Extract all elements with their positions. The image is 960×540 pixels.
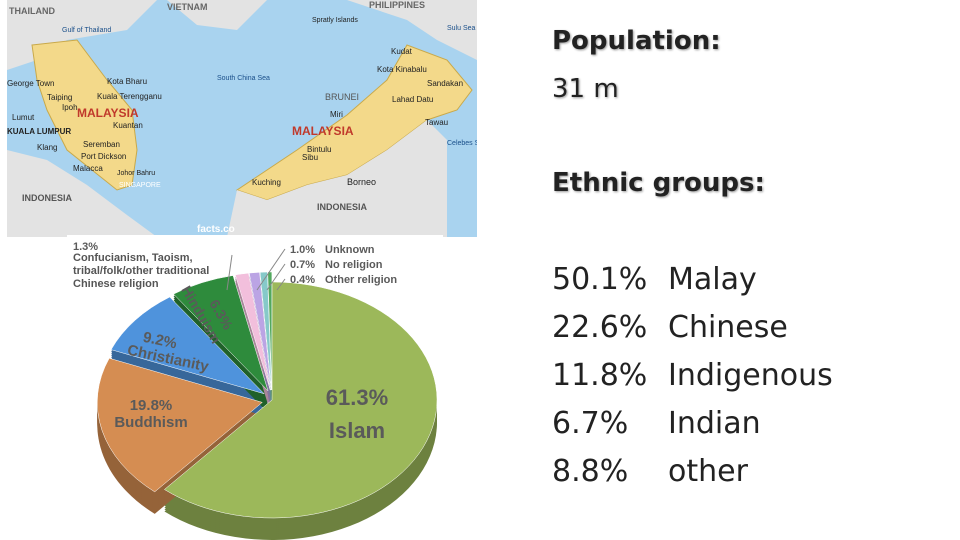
slice-value-label: 1.0% bbox=[290, 244, 315, 256]
ethnic-name: other bbox=[668, 454, 748, 489]
map-label: Klang bbox=[37, 143, 57, 152]
map-label: Kuantan bbox=[113, 121, 143, 130]
vietnam-land bbox=[167, 0, 267, 30]
map-label: Gulf of Thailand bbox=[62, 27, 111, 34]
ethnic-percent: 22.6% bbox=[552, 310, 648, 345]
callout-line bbox=[266, 263, 286, 291]
slice-side bbox=[235, 279, 271, 397]
slice bbox=[248, 272, 272, 391]
slice-name-label: Unknown bbox=[325, 244, 375, 256]
map-label: Miri bbox=[330, 110, 343, 119]
slice-value-label: 1.3% bbox=[73, 241, 98, 253]
slice-name-label: Islam bbox=[329, 418, 385, 443]
map-label: Lahad Datu bbox=[392, 95, 433, 104]
slice-value-label: 0.4% bbox=[290, 274, 315, 286]
map-label: Sulu Sea bbox=[447, 25, 476, 32]
ethnic-name: Indian bbox=[668, 406, 761, 441]
map-label: Kuching bbox=[252, 178, 281, 187]
map-label: Taiping bbox=[47, 93, 72, 102]
map-label: Spratly Islands bbox=[312, 17, 358, 24]
borneo-indonesia-land bbox=[227, 120, 447, 237]
sumatra-land bbox=[7, 150, 157, 237]
map-label: THAILAND bbox=[9, 6, 55, 16]
ethnic-percent: 50.1% bbox=[552, 262, 648, 297]
map-label: facts.co bbox=[197, 224, 235, 235]
population-value: 31 m bbox=[552, 74, 619, 104]
map-label: Lumut bbox=[12, 113, 35, 122]
map-label: Sandakan bbox=[427, 79, 463, 88]
ethnic-percent: 8.8% bbox=[552, 454, 629, 489]
map-label: Kota Bharu bbox=[107, 77, 147, 86]
map-label: BRUNEI bbox=[325, 92, 359, 102]
map-label: Malacca bbox=[73, 164, 103, 173]
callout-line bbox=[276, 278, 286, 291]
philippines-land bbox=[347, 0, 477, 60]
slice-value-label: 19.8% bbox=[130, 397, 173, 414]
population-label: Population: bbox=[552, 26, 721, 56]
ethnic-name: Malay bbox=[668, 262, 757, 297]
map-label: Ipoh bbox=[62, 103, 78, 112]
map-label: Kudat bbox=[391, 47, 413, 56]
map-label: Tawau bbox=[425, 118, 448, 127]
slice-side bbox=[235, 277, 271, 395]
map-label: PHILIPPINES bbox=[369, 0, 425, 10]
map-label: Borneo bbox=[347, 177, 376, 187]
ethnic-name: Chinese bbox=[668, 310, 788, 345]
map-label: MALAYSIA bbox=[292, 124, 354, 138]
slice-value-label: 0.7% bbox=[290, 259, 315, 271]
peninsula-land bbox=[31, 39, 138, 191]
map: THAILAND VIETNAM PHILIPPINES Gulf of Thaila… bbox=[7, 0, 477, 237]
map-label: SINGAPORE bbox=[119, 182, 161, 189]
map-label: Seremban bbox=[83, 140, 120, 149]
slice-name-label: Confucianism, Taoism, tribal/folk/other … bbox=[73, 252, 210, 290]
map-label: Celebes Sea bbox=[447, 140, 477, 147]
ethnic-label: Ethnic groups: bbox=[552, 168, 765, 198]
slice-name-label: Buddhism bbox=[114, 414, 187, 431]
borneo-malaysia-land bbox=[235, 44, 473, 201]
map-label: Kota Kinabalu bbox=[377, 65, 427, 74]
ethnic-percent: 6.7% bbox=[552, 406, 629, 441]
map-label: Kuala Terengganu bbox=[97, 92, 162, 101]
ethnic-name: Indigenous bbox=[668, 358, 833, 393]
pie-chart: 61.3%Islam19.8%Buddhism9.2%Christianity6… bbox=[67, 235, 443, 540]
slice bbox=[173, 275, 269, 392]
map-label: South China Sea bbox=[217, 75, 270, 82]
slice-name-label: Other religion bbox=[325, 274, 397, 286]
map-label: George Town bbox=[7, 79, 54, 88]
slice bbox=[164, 281, 438, 519]
map-label: KUALA LUMPUR bbox=[7, 127, 71, 136]
map-label: MALAYSIA bbox=[77, 106, 139, 120]
slice-name-label: No religion bbox=[325, 259, 383, 271]
map-label: Sibu bbox=[302, 153, 318, 162]
slice-value-label: 9.2% bbox=[141, 329, 178, 353]
slice-side bbox=[249, 274, 271, 393]
slice-value-label: 61.3% bbox=[326, 385, 388, 410]
map-label: Johor Bahru bbox=[117, 170, 155, 177]
map-label: INDONESIA bbox=[22, 193, 73, 203]
callout-line bbox=[256, 248, 286, 291]
map-label: Port Dickson bbox=[81, 152, 126, 161]
callout-line bbox=[226, 254, 233, 291]
map-label: VIETNAM bbox=[167, 2, 208, 12]
slice bbox=[259, 271, 272, 391]
slice bbox=[97, 357, 263, 493]
slice bbox=[234, 272, 271, 391]
map-label: Bintulu bbox=[307, 145, 331, 154]
slice bbox=[110, 296, 266, 395]
ethnic-percent: 11.8% bbox=[552, 358, 648, 393]
map-label: INDONESIA bbox=[317, 202, 368, 212]
